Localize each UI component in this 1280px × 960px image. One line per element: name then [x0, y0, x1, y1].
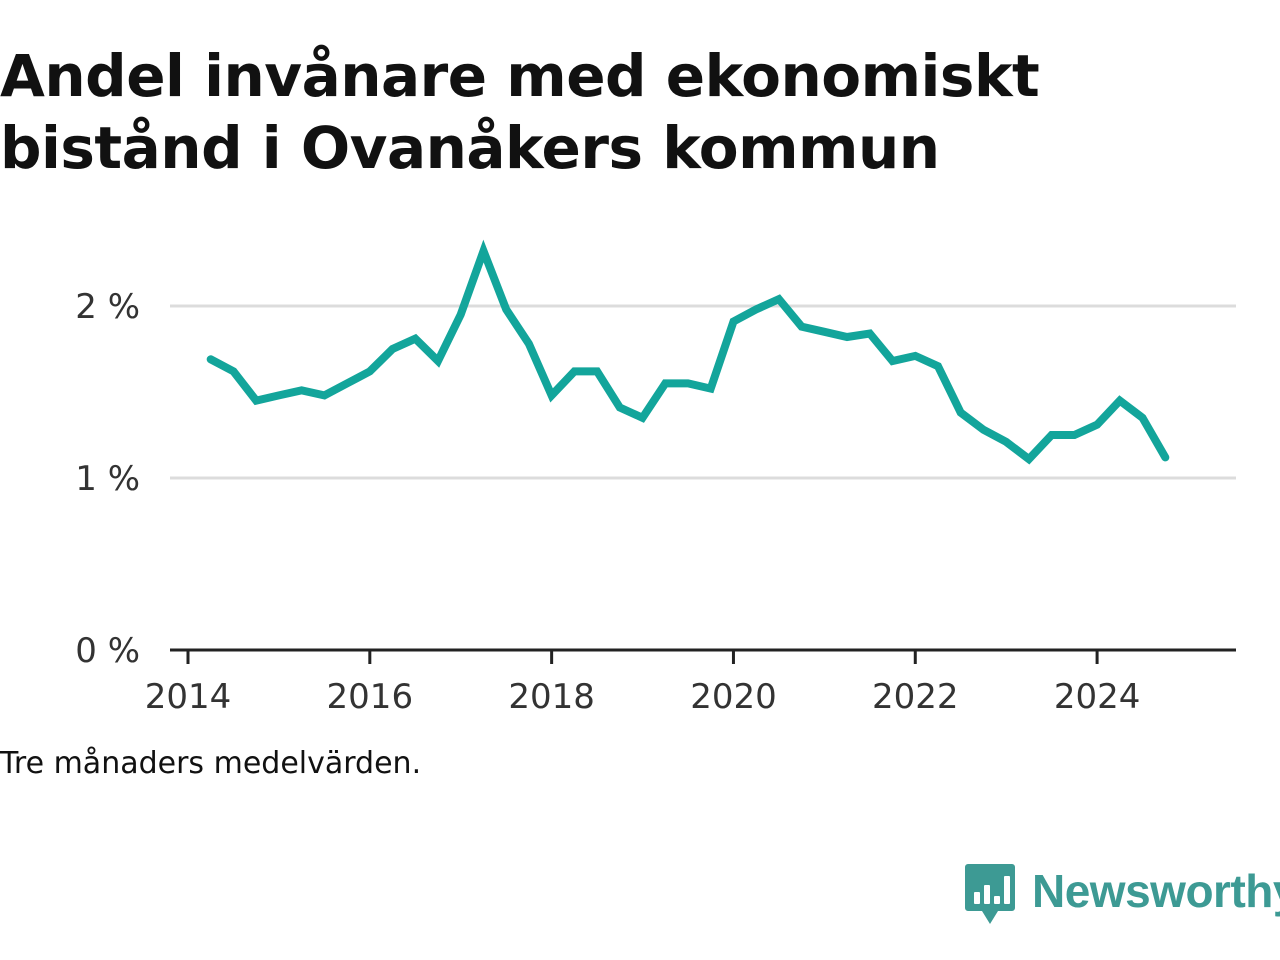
series-line [206, 239, 1170, 465]
y-tick-label: 0 % [75, 631, 140, 671]
line-chart: 2014 2016 2018 2020 2022 2024 0 % 1 % 2 % [75, 239, 1236, 717]
chart-note: Tre månaders medelvärden. [0, 746, 422, 781]
x-tick-label: 2020 [690, 677, 777, 717]
brand-logo: Newsworthy [964, 862, 1280, 932]
x-tick-label: 2022 [872, 677, 959, 717]
y-tick-label: 1 % [75, 459, 140, 499]
chart-title: Andel invånare med ekonomiskt bistånd i … [0, 40, 1260, 184]
x-tick-label: 2018 [508, 677, 595, 717]
x-tick-label: 2014 [145, 677, 232, 717]
series-layer [206, 239, 1170, 465]
chart-title-line-1: Andel invånare med ekonomiskt [0, 42, 1040, 110]
x-tick-label: 2024 [1054, 677, 1141, 717]
gridlines [170, 304, 1236, 480]
chart-title-line-2: bistånd i Ovanåkers kommun [0, 114, 940, 182]
brand-name: Newsworthy [1032, 865, 1280, 917]
x-axis: 2014 2016 2018 2020 2022 2024 [145, 648, 1236, 717]
x-tick-label: 2016 [327, 677, 414, 717]
y-axis-labels: 0 % 1 % 2 % [75, 287, 140, 671]
y-tick-label: 2 % [75, 287, 140, 327]
newsworthy-logo-icon [965, 864, 1015, 924]
